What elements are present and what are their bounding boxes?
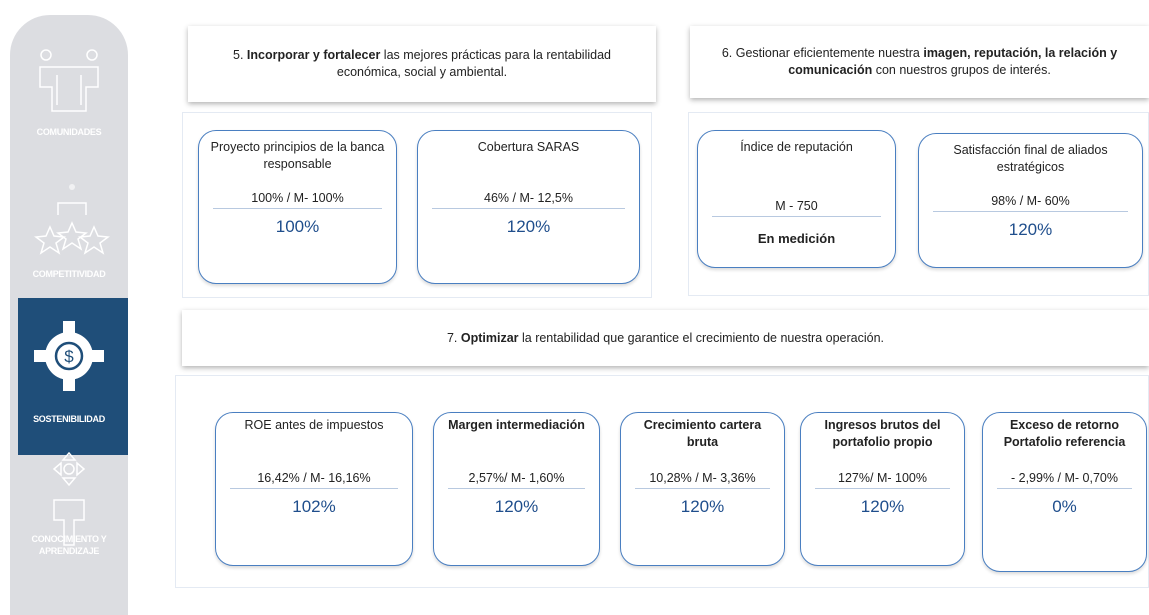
indicator-meta: 2,57%/ M- 1,60% — [448, 471, 585, 489]
sidebar-label: COMUNIDADES — [36, 127, 102, 137]
indicator-meta: - 2,99% / M- 0,70% — [997, 471, 1132, 489]
indicator-title: Exceso de retorno Portafolio referencia — [1003, 418, 1126, 449]
indicator-title: Margen intermediación — [448, 418, 585, 432]
sidebar-label: CONOCIMIENTO Y APRENDIZAJE — [31, 534, 107, 556]
text-segment: Optimizar — [460, 330, 519, 345]
indicator-result: 120% — [860, 497, 905, 516]
indicator-result: 120% — [506, 217, 551, 236]
indicator-card: Crecimiento cartera bruta 10,28% / M- 3,3… — [620, 412, 785, 566]
indicator-title: Proyecto principios de la banca responsa… — [210, 140, 385, 171]
indicator-meta: 46% / M- 12,5% — [432, 191, 625, 209]
text-segment: Incorporar y fortalecer — [246, 48, 381, 62]
text-segment: 5. — [233, 48, 247, 62]
indicator-card: Índice de reputación M - 750 En medición — [697, 130, 896, 268]
indicator-card: Cobertura SARAS 46% / M- 12,5% 120% — [417, 130, 640, 284]
indicator-card: ROE antes de impuestos 16,42% / M- 16,16%… — [215, 412, 413, 566]
objective-text: 6. Gestionar eficientemente nuestra imag… — [710, 45, 1129, 79]
page: $ COMUNIDADES COMPETITIVIDAD SOSTENIBILIDA… — [10, 15, 1149, 615]
indicator-meta: 10,28% / M- 3,36% — [635, 471, 770, 489]
indicator-meta: 100% / M- 100% — [213, 191, 382, 209]
text-segment: 7. — [446, 330, 461, 345]
indicator-result: En medición — [757, 231, 836, 246]
indicator-card: Satisfacción final de aliados estratégic… — [918, 133, 1143, 268]
indicator-meta: 127%/ M- 100% — [815, 471, 950, 489]
indicator-card: Exceso de retorno Portafolio referencia -… — [982, 412, 1147, 572]
indicator-result: 120% — [494, 497, 539, 516]
text-segment: la rentabilidad que garantice el crecimi… — [518, 330, 885, 345]
indicator-title: ROE antes de impuestos — [244, 418, 384, 432]
indicator-meta: 16,42% / M- 16,16% — [230, 471, 398, 489]
text-segment: las mejores prácticas para la rentabilid… — [336, 48, 611, 79]
objective-text: 7. Optimizar la rentabilidad que garanti… — [447, 330, 884, 347]
indicator-result: 120% — [680, 497, 725, 516]
objective-header: 6. Gestionar eficientemente nuestra imag… — [690, 26, 1149, 98]
text-segment: imagen, reputación, la relación y comuni… — [788, 46, 1118, 77]
indicator-title: Crecimiento cartera bruta — [643, 418, 762, 449]
sidebar-label: SOSTENIBILIDAD — [33, 414, 105, 424]
indicator-meta: 98% / M- 60% — [933, 194, 1128, 212]
svg-text:$: $ — [64, 347, 74, 366]
text-segment: 6. Gestionar eficientemente nuestra — [721, 46, 924, 60]
objective-header: 7. Optimizar la rentabilidad que garanti… — [182, 310, 1149, 366]
sidebar-icons: $ — [34, 49, 110, 546]
objective-text: 5. Incorporar y fortalecer las mejores p… — [208, 47, 636, 81]
indicator-title: Satisfacción final de aliados estratégic… — [953, 143, 1108, 174]
indicator-result: 0% — [1052, 497, 1077, 516]
indicator-meta: M - 750 — [712, 199, 881, 217]
indicator-card: Margen intermediación 2,57%/ M- 1,60% 120% — [433, 412, 600, 566]
objective-header: 5. Incorporar y fortalecer las mejores p… — [188, 26, 656, 102]
indicator-title: Índice de reputación — [740, 140, 853, 154]
sidebar-label: COMPETITIVIDAD — [32, 269, 106, 279]
indicator-card: Ingresos brutos del portafolio propio 127… — [800, 412, 965, 566]
indicator-result: 102% — [292, 497, 336, 516]
indicator-result: 100% — [275, 217, 320, 236]
objective-panel — [182, 112, 652, 298]
indicator-title: Cobertura SARAS — [477, 140, 580, 154]
indicator-title: Ingresos brutos del portafolio propio — [824, 418, 941, 449]
text-segment: con nuestros grupos de interés. — [872, 63, 1051, 77]
indicator-card: Proyecto principios de la banca responsa… — [198, 130, 397, 284]
indicator-result: 120% — [1008, 220, 1053, 239]
